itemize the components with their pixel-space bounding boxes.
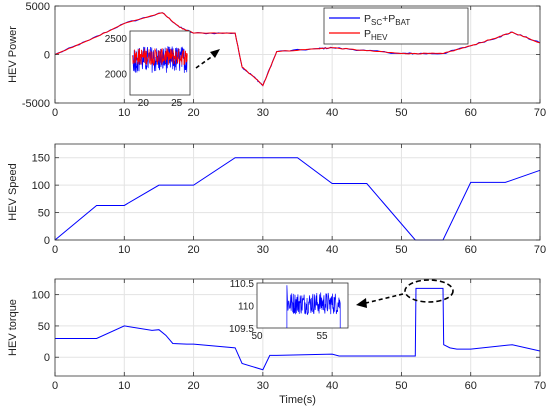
- y-tick-label: 100: [32, 180, 50, 192]
- x-tick-label: 60: [465, 244, 477, 256]
- legend-box: [323, 7, 469, 45]
- inset-x-tick-label: 20: [138, 98, 150, 109]
- inset-x-tick-label: 25: [171, 98, 183, 109]
- series-speed-line: [54, 157, 541, 241]
- x-tick-label: 0: [52, 380, 58, 392]
- y-tick-label: 0: [44, 352, 50, 364]
- y-tick-label: 50: [38, 208, 50, 220]
- axes-box: [54, 143, 541, 241]
- x-tick-label: 0: [52, 244, 58, 256]
- x-tick-label: 30: [257, 107, 269, 119]
- x-tick-label: 70: [534, 380, 546, 392]
- x-tick-label: 10: [118, 380, 130, 392]
- inset-pointer-arrow: [365, 293, 404, 304]
- x-tick-label: 10: [118, 244, 130, 256]
- y-axis-label: HEV torque: [7, 299, 19, 356]
- inset-y-tick-label: 110: [238, 302, 254, 313]
- y-tick-label: 150: [32, 153, 50, 165]
- inset-series-torque: [286, 285, 341, 328]
- inset-series-phev: [132, 48, 188, 66]
- y-tick-label: 5000: [26, 1, 50, 13]
- x-tick-label: 20: [187, 380, 199, 392]
- x-tick-label: 10: [118, 107, 130, 119]
- y-tick-label: 50: [38, 321, 50, 333]
- y-tick-label: 0: [44, 50, 50, 62]
- x-tick-label: 0: [52, 107, 58, 119]
- legend-label: PSC+PBAT: [364, 13, 410, 27]
- x-axis-label: Time(s): [279, 394, 316, 406]
- inset-pointer-arrow: [195, 54, 215, 69]
- y-tick-label: 100: [32, 290, 50, 302]
- x-tick-label: 30: [257, 244, 269, 256]
- torque-inset: 50 55 109.5 110 110.5: [229, 279, 349, 342]
- x-tick-label: 70: [534, 244, 546, 256]
- x-tick-label: 40: [326, 244, 338, 256]
- inset-x-tick-label: 55: [316, 331, 328, 342]
- panel-3: 0 10 20 30 40 50 60 70 0 50 100 HEV torque Time(s) 50…: [7, 278, 546, 406]
- inset-pointer-arrowhead: [210, 49, 220, 58]
- y-tick-label: 0: [44, 235, 50, 247]
- series-torque-line: [55, 287, 541, 371]
- panel-2: 0 10 20 30 40 50 60 70 0 50 100 150 HEV Speed: [7, 143, 546, 256]
- x-tick-label: 20: [187, 107, 199, 119]
- power-inset: 20 25 2000 2500: [105, 30, 191, 109]
- inset-y-tick-label: 2000: [105, 70, 128, 81]
- y-axis-label: HEV Power: [7, 26, 19, 83]
- inset-y-tick-label: 2500: [105, 34, 128, 45]
- x-tick-label: 30: [257, 380, 269, 392]
- series-phev-line: [54, 12, 541, 87]
- x-tick-label: 40: [326, 107, 338, 119]
- x-tick-label: 50: [395, 107, 407, 119]
- y-tick-label: -5000: [22, 98, 50, 110]
- inset-x-tick-label: 50: [251, 331, 263, 342]
- x-tick-label: 50: [395, 380, 407, 392]
- x-tick-label: 40: [326, 380, 338, 392]
- x-tick-label: 60: [465, 107, 477, 119]
- highlight-ellipse: [404, 279, 454, 303]
- inset-y-tick-label: 110.5: [230, 279, 255, 290]
- x-tick-label: 20: [187, 244, 199, 256]
- y-axis-label: HEV Speed: [7, 163, 19, 220]
- x-tick-label: 60: [465, 380, 477, 392]
- axes-box: [54, 278, 541, 377]
- inset-pointer-arrowhead: [356, 298, 367, 308]
- plot-area: [55, 144, 540, 240]
- legend-label: PHEV: [364, 28, 388, 42]
- x-tick-label: 70: [534, 107, 546, 119]
- x-tick-label: 50: [395, 244, 407, 256]
- inset-y-tick-label: 109.5: [229, 324, 254, 335]
